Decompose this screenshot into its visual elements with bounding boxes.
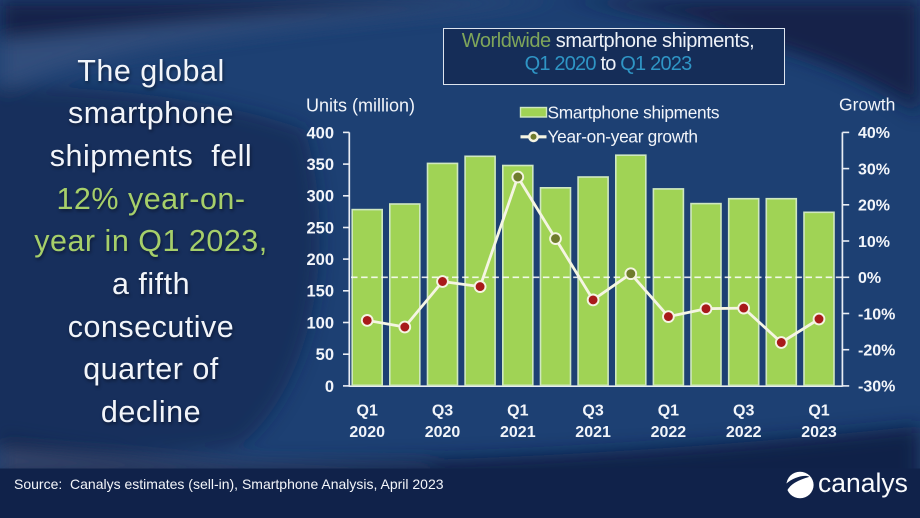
svg-text:2023: 2023 xyxy=(801,424,837,441)
svg-text:Units (million): Units (million) xyxy=(306,96,415,116)
svg-text:2022: 2022 xyxy=(726,424,762,441)
svg-text:10%: 10% xyxy=(858,234,890,251)
svg-text:Q3: Q3 xyxy=(432,403,453,420)
svg-text:canalys: canalys xyxy=(818,468,908,498)
svg-text:2020: 2020 xyxy=(349,424,385,441)
svg-text:2022: 2022 xyxy=(651,424,687,441)
svg-text:2020: 2020 xyxy=(425,424,461,441)
svg-text:200: 200 xyxy=(306,251,334,269)
svg-text:2021: 2021 xyxy=(575,424,611,441)
svg-text:Q3: Q3 xyxy=(733,403,754,420)
svg-text:Q1: Q1 xyxy=(808,403,829,420)
svg-text:Smartphone shipments: Smartphone shipments xyxy=(548,102,720,122)
svg-text:400: 400 xyxy=(306,124,334,142)
svg-text:20%: 20% xyxy=(858,198,890,215)
svg-text:Q1: Q1 xyxy=(507,403,528,420)
svg-text:30%: 30% xyxy=(858,161,890,178)
svg-text:350: 350 xyxy=(306,156,334,174)
svg-text:40%: 40% xyxy=(858,125,890,142)
svg-text:Year-on-year growth: Year-on-year growth xyxy=(548,127,698,147)
svg-text:2021: 2021 xyxy=(500,424,536,441)
svg-text:-30%: -30% xyxy=(858,379,895,396)
svg-text:Q1: Q1 xyxy=(658,403,679,420)
svg-text:150: 150 xyxy=(306,283,334,301)
svg-text:50: 50 xyxy=(316,346,334,364)
svg-text:0%: 0% xyxy=(858,270,881,287)
svg-text:Growth: Growth xyxy=(839,95,895,115)
svg-text:-10%: -10% xyxy=(858,306,895,323)
svg-text:Q3: Q3 xyxy=(582,403,603,420)
svg-text:300: 300 xyxy=(306,188,334,206)
svg-text:-20%: -20% xyxy=(858,343,895,360)
svg-text:250: 250 xyxy=(306,219,334,237)
svg-text:0: 0 xyxy=(325,378,334,396)
svg-text:100: 100 xyxy=(306,314,334,332)
svg-text:Q1: Q1 xyxy=(357,403,378,420)
